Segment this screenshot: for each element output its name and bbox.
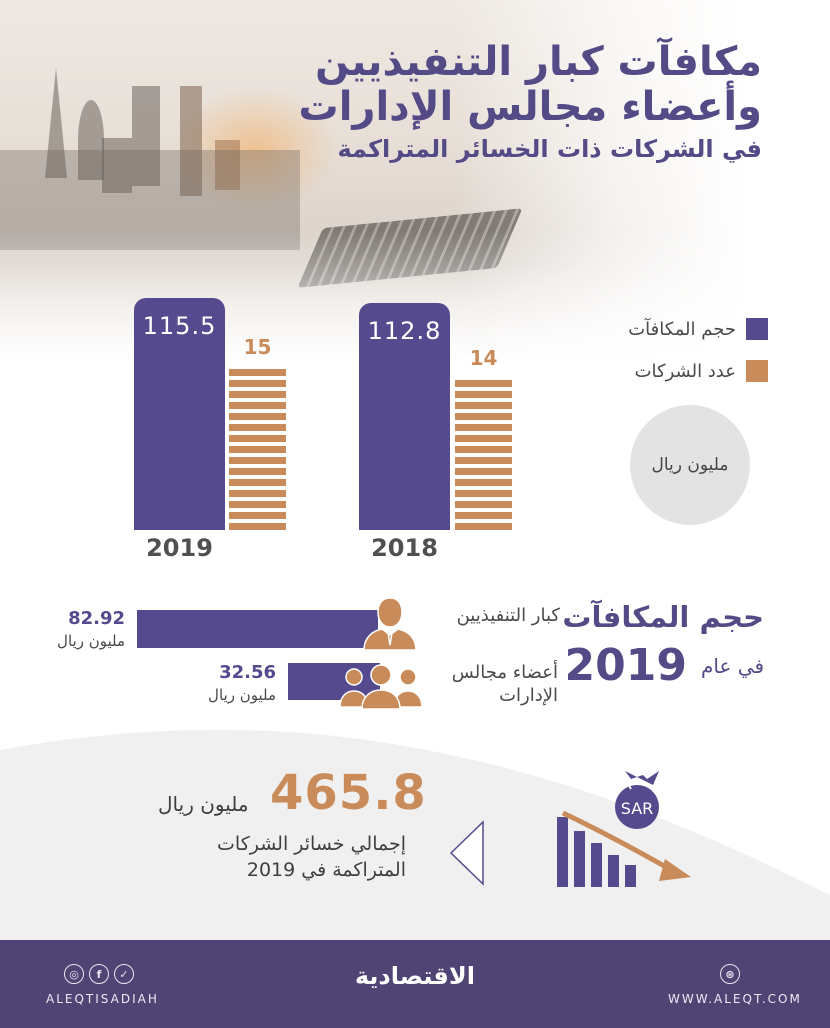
facebook-icon[interactable]: f — [89, 964, 109, 984]
count-stripe — [229, 424, 286, 431]
board-members-group-icon — [339, 664, 423, 709]
title-line-1: مكافآت كبار التنفيذيين — [315, 39, 762, 85]
year-label-2018: 2018 — [371, 534, 438, 562]
count-stripe — [229, 501, 286, 508]
total-losses-description: إجمالي خسائر الشركات المتراكمة في 2019 — [217, 832, 406, 883]
count-stripe — [455, 402, 512, 409]
total-losses-value: 465.8 — [270, 765, 427, 821]
count-stripe — [455, 479, 512, 486]
count-stripe — [455, 424, 512, 431]
executives-unit: مليون ريال — [57, 632, 125, 650]
title-line-2: وأعضاء مجالس الإدارات — [298, 83, 762, 130]
count-stripe — [229, 413, 286, 420]
section-title: حجم المكافآت — [562, 600, 764, 634]
unit-label: مليون ريال — [651, 455, 729, 475]
count-stripe — [455, 435, 512, 442]
count-stripe — [229, 468, 286, 475]
category-board-line2: الإدارات — [499, 684, 558, 706]
social-handle[interactable]: ALEQTISADIAH — [46, 992, 159, 1006]
unit-badge: مليون ريال — [630, 405, 750, 525]
count-stripe — [455, 501, 512, 508]
count-stripe — [229, 523, 286, 530]
legend-label-rewards: حجم المكافآت — [628, 318, 736, 340]
category-executives: كبار التنفيذيين — [456, 605, 560, 626]
count-stripe — [455, 512, 512, 519]
count-stripe — [229, 435, 286, 442]
legend-label-companies: عدد الشركات — [634, 360, 736, 382]
legend-item-rewards: حجم المكافآت — [628, 318, 768, 340]
section-year: 2019 — [564, 640, 687, 691]
website-link[interactable]: WWW.ALEQT.COM — [668, 992, 802, 1006]
section-subtitle: في عام 2019 — [565, 640, 764, 691]
title-subtitle: في الشركات ذات الخسائر المتراكمة — [337, 134, 762, 163]
year-label-2019: 2019 — [146, 534, 213, 562]
instagram-icon[interactable]: ◎ — [64, 964, 84, 984]
bar-2019-rewards: 115.5 — [134, 298, 225, 530]
infographic-title: مكافآت كبار التنفيذيين وأعضاء مجالس الإد… — [299, 40, 762, 162]
bar-2018-rewards-value: 112.8 — [367, 317, 442, 345]
count-stripe — [455, 380, 512, 387]
count-stripe — [455, 490, 512, 497]
bar-2019-rewards-value: 115.5 — [142, 312, 217, 340]
executive-person-icon — [363, 597, 417, 651]
count-stripe — [229, 490, 286, 497]
losses-desc-line1: إجمالي خسائر الشركات — [217, 833, 406, 855]
count-stripe — [455, 446, 512, 453]
footer: ◎ f ✓ ALEQTISADIAH الاقتصادية ⊛ WWW.ALEQ… — [0, 940, 830, 1028]
count-stripe — [455, 457, 512, 464]
count-stripe — [229, 479, 286, 486]
executives-value: 82.92 — [68, 608, 125, 629]
section-in-year: في عام — [701, 653, 764, 678]
count-stripe — [229, 457, 286, 464]
count-stripe — [229, 402, 286, 409]
hbar-executives — [137, 610, 378, 648]
total-losses-unit: مليون ريال — [158, 792, 249, 816]
losses-background — [0, 729, 830, 942]
count-stripe — [455, 413, 512, 420]
legend-item-companies: عدد الشركات — [635, 360, 768, 382]
hbar-board-members — [288, 663, 380, 700]
count-stripe — [229, 380, 286, 387]
pointer-triangle-icon — [449, 820, 484, 886]
count-stripe — [229, 369, 286, 376]
sar-label: SAR — [621, 799, 654, 818]
declining-money-icon: SAR — [557, 771, 691, 887]
legend-swatch-orange — [746, 360, 768, 382]
brand-logo: الاقتصادية — [354, 962, 475, 990]
bar-2019-companies-value: 15 — [243, 335, 272, 359]
bar-2018-companies-value: 14 — [469, 346, 498, 370]
count-stripe — [455, 391, 512, 398]
board-members-unit: مليون ريال — [208, 686, 276, 704]
count-stripe — [229, 391, 286, 398]
category-board-members: أعضاء مجالس الإدارات — [452, 662, 558, 707]
count-stripe — [229, 512, 286, 519]
category-board-line1: أعضاء مجالس — [451, 662, 558, 683]
twitter-icon[interactable]: ✓ — [114, 964, 134, 984]
count-stripe — [455, 468, 512, 475]
losses-desc-line2: المتراكمة في 2019 — [246, 858, 406, 881]
bar-2019-companies — [229, 360, 286, 530]
board-members-value: 32.56 — [219, 662, 276, 683]
count-stripe — [229, 446, 286, 453]
bar-2018-rewards: 112.8 — [359, 303, 450, 530]
globe-icon: ⊛ — [720, 964, 740, 984]
bar-2018-companies — [455, 371, 512, 530]
legend-swatch-purple — [746, 318, 768, 340]
count-stripe — [455, 523, 512, 530]
